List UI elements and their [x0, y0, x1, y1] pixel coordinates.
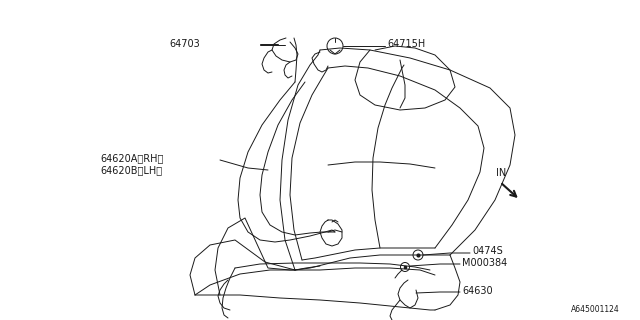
Text: 0474S: 0474S	[472, 246, 503, 256]
Text: 64715H: 64715H	[387, 39, 425, 49]
Text: 64620A〈RH〉: 64620A〈RH〉	[100, 153, 163, 163]
Text: 64703: 64703	[169, 39, 200, 49]
Text: 64630: 64630	[462, 286, 493, 296]
Text: IN: IN	[496, 168, 506, 178]
Text: M000384: M000384	[462, 258, 508, 268]
Text: 64620B〈LH〉: 64620B〈LH〉	[100, 165, 162, 175]
Text: A645001124: A645001124	[572, 305, 620, 314]
